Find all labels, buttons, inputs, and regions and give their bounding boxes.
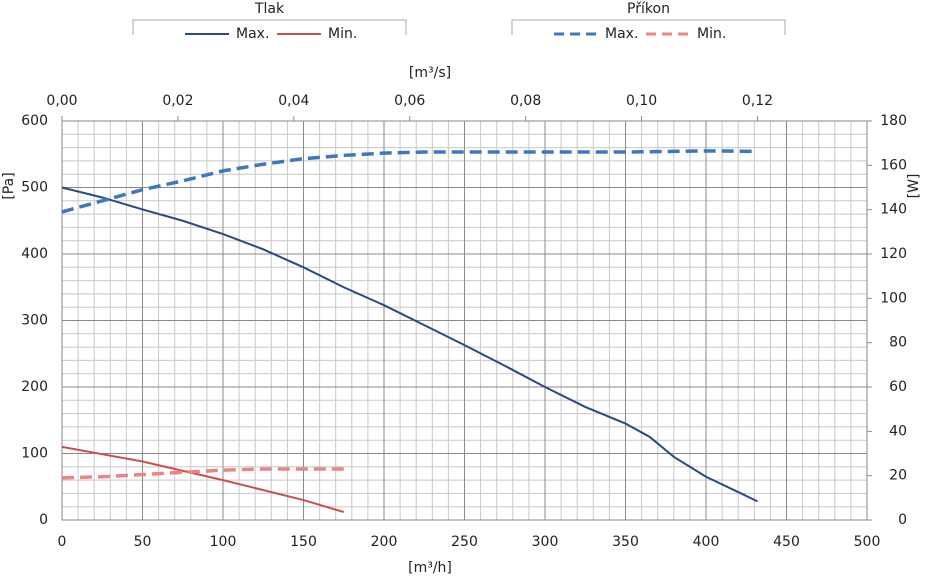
y-axis-label: [Pa] (1, 172, 17, 199)
y-tick-label: 200 (21, 379, 48, 395)
series-line (61, 186, 758, 503)
x-tick-label: 450 (773, 534, 800, 550)
y2-tick-label: 0 (898, 512, 907, 528)
x2-tick-label: 0,08 (510, 93, 541, 109)
y2-tick-label: 80 (889, 335, 907, 351)
x2-tick-label: 0,10 (626, 93, 657, 109)
x-tick-label: 400 (693, 534, 720, 550)
legend-bracket (511, 19, 786, 35)
x-tick-label: 250 (451, 534, 478, 550)
x-tick-label: 150 (290, 534, 317, 550)
x-tick-label: 100 (210, 534, 237, 550)
x-tick-label: 0 (58, 534, 67, 550)
legend-label: Min. (328, 26, 357, 42)
y2-tick-label: 140 (880, 202, 907, 218)
x2-tick-label: 0,04 (278, 93, 309, 109)
y2-tick-label: 40 (889, 423, 907, 439)
x2-tick-label: 0,12 (742, 93, 773, 109)
y2-tick-label: 20 (889, 468, 907, 484)
y2-tick-label: 160 (880, 157, 907, 173)
legend-label: Max. (236, 26, 269, 42)
y2-tick-label: 180 (880, 113, 907, 129)
y-tick-label: 300 (21, 313, 48, 329)
legend-label: Max. (605, 26, 638, 42)
x-axis-label: [m³/h] (408, 560, 452, 576)
y-tick-label: 400 (21, 246, 48, 262)
y-tick-label: 600 (21, 113, 48, 129)
x-tick-label: 200 (371, 534, 398, 550)
x2-tick-label: 0,06 (394, 93, 425, 109)
x-tick-label: 500 (854, 534, 881, 550)
series-line (61, 445, 345, 513)
y2-tick-label: 100 (880, 290, 907, 306)
legend-bracket (132, 19, 407, 35)
y2-axis-label: [W] (906, 174, 922, 199)
legend-group-title: Příkon (627, 1, 670, 17)
legend-group-title: Tlak (254, 1, 285, 17)
x2-tick-label: 0,02 (162, 93, 193, 109)
x-tick-label: 50 (134, 534, 152, 550)
x-tick-label: 300 (532, 534, 559, 550)
y-tick-label: 100 (21, 446, 48, 462)
plot-frame (61, 120, 868, 521)
y-tick-label: 0 (39, 512, 48, 528)
legend-label: Min. (697, 26, 726, 42)
x-tick-label: 350 (612, 534, 639, 550)
series-line (61, 467, 344, 480)
series-line (61, 149, 758, 214)
y-tick-label: 500 (21, 180, 48, 196)
y2-tick-label: 60 (889, 379, 907, 395)
x2-axis-label: [m³/s] (409, 65, 451, 81)
y2-tick-label: 120 (880, 246, 907, 262)
x2-tick-label: 0,00 (46, 93, 77, 109)
